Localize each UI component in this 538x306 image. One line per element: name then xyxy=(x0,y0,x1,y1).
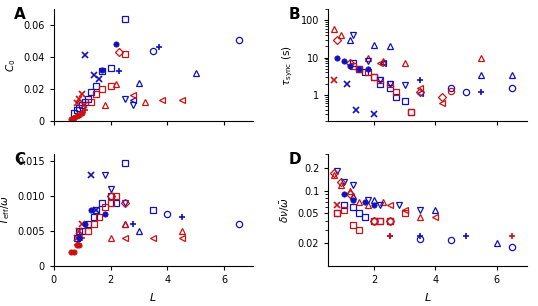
Y-axis label: $\tau_{\rm sync}$ (s): $\tau_{\rm sync}$ (s) xyxy=(281,44,295,86)
Y-axis label: $C_0$: $C_0$ xyxy=(4,58,18,72)
Text: D: D xyxy=(288,152,301,167)
Y-axis label: $T_{\rm eff}/\bar{\omega}$: $T_{\rm eff}/\bar{\omega}$ xyxy=(0,195,12,225)
Text: C: C xyxy=(14,152,25,167)
X-axis label: $L$: $L$ xyxy=(150,291,157,303)
Text: A: A xyxy=(14,7,26,22)
Y-axis label: $\delta\nu/\bar{\omega}$: $\delta\nu/\bar{\omega}$ xyxy=(279,197,292,223)
X-axis label: $L$: $L$ xyxy=(424,291,431,303)
Text: B: B xyxy=(288,7,300,22)
